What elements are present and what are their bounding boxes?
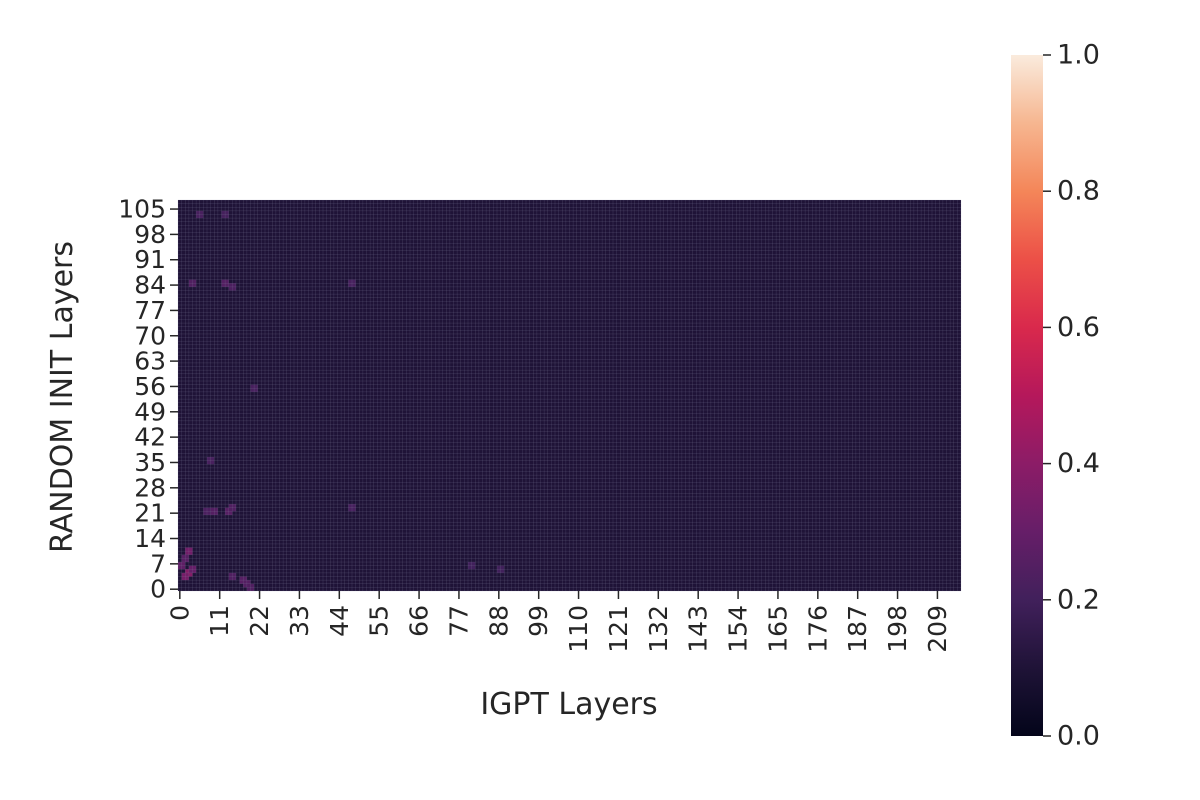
x-tick-label: 165 [763,605,792,653]
x-axis-ticks: 0 11 22 33 44 55 66 77 88 99 110 121 132 143 154 165 176… [165,591,952,653]
colorbar-ticks: 0.0 0.2 0.4 0.6 0.8 1.0 [1043,40,1100,752]
y-tick-label: 91 [134,245,166,274]
heatmap-cell [228,572,236,581]
x-tick-label: 99 [524,605,553,637]
heatmap-cell [497,565,505,573]
y-tick-label: 98 [134,220,166,249]
heatmap-highlights [178,210,505,591]
colorbar-tick-label: 0.0 [1057,721,1100,752]
heatmap-cell [188,279,197,287]
heatmap-cell [185,547,193,555]
heatmap-cell [207,457,215,465]
heatmap-cell [348,279,356,287]
colorbar-tick-label: 0.8 [1057,176,1100,207]
y-tick-label: 77 [134,296,166,325]
y-tick-label: 28 [134,473,166,502]
y-tick-label: 105 [118,195,166,224]
x-tick-label: 22 [245,605,274,637]
colorbar-tick-label: 0.6 [1057,312,1100,343]
heatmap-cell [348,504,356,512]
x-tick-label: 66 [405,605,434,637]
heatmap-cell [196,210,204,219]
heatmap-cell [228,504,236,512]
heatmap-cell [178,562,186,570]
y-tick-label: 70 [134,321,166,350]
y-tick-label: 63 [134,347,166,376]
colorbar-tick-label: 0.2 [1057,584,1100,615]
x-tick-label: 209 [923,605,952,653]
y-tick-label: 35 [134,448,166,477]
x-tick-label: 154 [724,605,753,653]
y-axis-label: RANDOM INIT Layers [45,241,80,553]
heatmap-cell [181,554,189,563]
heatmap-cell [221,210,229,219]
heatmap-cell [221,279,229,287]
colorbar-tick-label: 1.0 [1057,40,1100,71]
y-tick-label: 56 [134,372,166,401]
heatmap-cell [246,583,255,591]
colorbar: 0.0 0.2 0.4 0.6 0.8 1.0 [1011,40,1100,752]
x-tick-label: 77 [444,605,473,637]
x-tick-label: 88 [484,605,513,637]
heatmap-cell [239,576,247,584]
x-tick-label: 0 [165,605,194,621]
x-tick-label: 110 [564,605,593,653]
x-axis-label: IGPT Layers [480,687,657,722]
x-tick-label: 132 [644,605,673,653]
y-tick-label: 21 [134,499,166,528]
heatmap-cell [468,562,476,570]
heatmap-background [178,200,961,591]
y-tick-label: 0 [150,575,166,604]
y-tick-label: 49 [134,397,166,426]
y-tick-label: 84 [134,271,166,300]
x-tick-label: 121 [604,605,633,653]
x-tick-label: 198 [883,605,912,653]
x-tick-label: 33 [285,605,314,637]
heatmap-grid [177,199,962,592]
x-tick-label: 44 [325,605,354,637]
heatmap-cell [210,507,218,515]
x-tick-label: 55 [365,605,394,637]
x-tick-label: 176 [803,605,832,653]
y-tick-label: 7 [150,549,166,578]
colorbar-gradient [1011,55,1043,736]
heatmap-cells [178,200,961,591]
colorbar-tick-label: 0.4 [1057,448,1100,479]
x-tick-label: 11 [205,605,234,637]
heatmap-cell [181,572,189,581]
y-tick-label: 42 [134,423,166,452]
heatmap-cell [228,283,236,291]
heatmap-cell [188,565,197,573]
x-tick-label: 187 [843,605,872,653]
y-tick-label: 14 [134,524,166,553]
heatmap-cell [203,507,211,515]
heatmap-cell [250,384,258,392]
x-tick-label: 143 [684,605,713,653]
